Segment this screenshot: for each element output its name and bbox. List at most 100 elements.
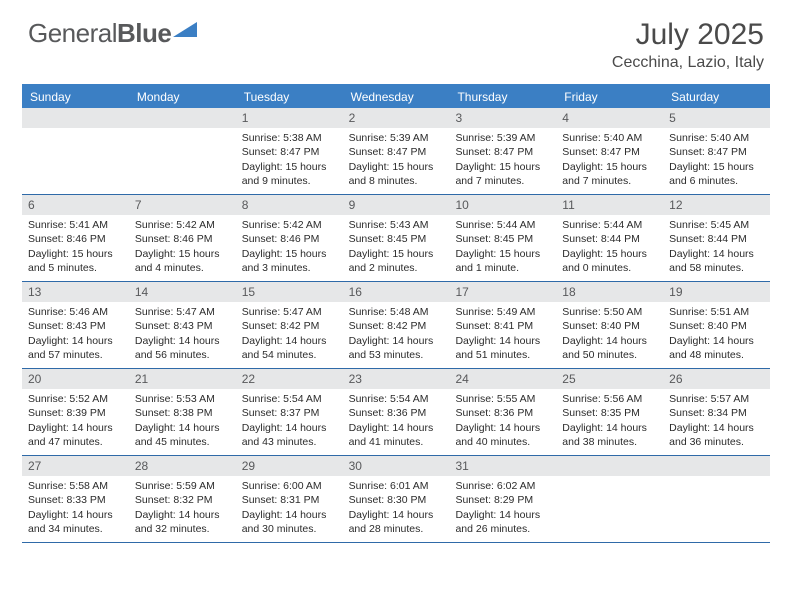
day-cell: 10Sunrise: 5:44 AMSunset: 8:45 PMDayligh…	[449, 195, 556, 281]
day-number: 12	[663, 195, 770, 215]
location: Cecchina, Lazio, Italy	[612, 54, 764, 72]
day-cell: 16Sunrise: 5:48 AMSunset: 8:42 PMDayligh…	[343, 282, 450, 368]
day-details: Sunrise: 5:57 AMSunset: 8:34 PMDaylight:…	[663, 389, 770, 453]
day-number: 30	[343, 456, 450, 476]
day-number: 11	[556, 195, 663, 215]
day-cell: 13Sunrise: 5:46 AMSunset: 8:43 PMDayligh…	[22, 282, 129, 368]
day-details: Sunrise: 5:47 AMSunset: 8:43 PMDaylight:…	[129, 302, 236, 366]
day-number: 15	[236, 282, 343, 302]
day-number: 8	[236, 195, 343, 215]
weekday-friday: Friday	[556, 86, 663, 108]
day-number: 22	[236, 369, 343, 389]
day-number: 9	[343, 195, 450, 215]
day-number: 13	[22, 282, 129, 302]
day-number: 25	[556, 369, 663, 389]
day-cell: 1Sunrise: 5:38 AMSunset: 8:47 PMDaylight…	[236, 108, 343, 194]
day-number: 21	[129, 369, 236, 389]
day-number	[22, 108, 129, 128]
empty-cell	[129, 108, 236, 194]
day-cell: 11Sunrise: 5:44 AMSunset: 8:44 PMDayligh…	[556, 195, 663, 281]
day-details: Sunrise: 5:56 AMSunset: 8:35 PMDaylight:…	[556, 389, 663, 453]
day-details: Sunrise: 5:39 AMSunset: 8:47 PMDaylight:…	[343, 128, 450, 192]
day-details: Sunrise: 5:40 AMSunset: 8:47 PMDaylight:…	[663, 128, 770, 192]
empty-cell	[22, 108, 129, 194]
day-details: Sunrise: 5:55 AMSunset: 8:36 PMDaylight:…	[449, 389, 556, 453]
day-details: Sunrise: 6:02 AMSunset: 8:29 PMDaylight:…	[449, 476, 556, 540]
day-cell: 12Sunrise: 5:45 AMSunset: 8:44 PMDayligh…	[663, 195, 770, 281]
weekday-tuesday: Tuesday	[236, 86, 343, 108]
week-row: 27Sunrise: 5:58 AMSunset: 8:33 PMDayligh…	[22, 456, 770, 543]
day-details: Sunrise: 5:40 AMSunset: 8:47 PMDaylight:…	[556, 128, 663, 192]
week-row: 13Sunrise: 5:46 AMSunset: 8:43 PMDayligh…	[22, 282, 770, 369]
empty-cell	[663, 456, 770, 542]
logo-part1: General	[28, 18, 117, 48]
week-row: 6Sunrise: 5:41 AMSunset: 8:46 PMDaylight…	[22, 195, 770, 282]
day-details: Sunrise: 5:42 AMSunset: 8:46 PMDaylight:…	[129, 215, 236, 279]
day-number: 16	[343, 282, 450, 302]
weekday-sunday: Sunday	[22, 86, 129, 108]
day-cell: 8Sunrise: 5:42 AMSunset: 8:46 PMDaylight…	[236, 195, 343, 281]
day-details: Sunrise: 5:41 AMSunset: 8:46 PMDaylight:…	[22, 215, 129, 279]
logo-text: GeneralBlue	[28, 18, 171, 49]
month-title: July 2025	[612, 18, 764, 52]
day-number: 29	[236, 456, 343, 476]
day-cell: 15Sunrise: 5:47 AMSunset: 8:42 PMDayligh…	[236, 282, 343, 368]
day-cell: 30Sunrise: 6:01 AMSunset: 8:30 PMDayligh…	[343, 456, 450, 542]
week-row: 1Sunrise: 5:38 AMSunset: 8:47 PMDaylight…	[22, 108, 770, 195]
day-number: 10	[449, 195, 556, 215]
day-cell: 14Sunrise: 5:47 AMSunset: 8:43 PMDayligh…	[129, 282, 236, 368]
day-cell: 31Sunrise: 6:02 AMSunset: 8:29 PMDayligh…	[449, 456, 556, 542]
day-details: Sunrise: 5:39 AMSunset: 8:47 PMDaylight:…	[449, 128, 556, 192]
day-number: 6	[22, 195, 129, 215]
day-cell: 27Sunrise: 5:58 AMSunset: 8:33 PMDayligh…	[22, 456, 129, 542]
day-number: 7	[129, 195, 236, 215]
day-cell: 2Sunrise: 5:39 AMSunset: 8:47 PMDaylight…	[343, 108, 450, 194]
day-number: 2	[343, 108, 450, 128]
day-number: 26	[663, 369, 770, 389]
day-cell: 28Sunrise: 5:59 AMSunset: 8:32 PMDayligh…	[129, 456, 236, 542]
day-details: Sunrise: 5:53 AMSunset: 8:38 PMDaylight:…	[129, 389, 236, 453]
day-number	[556, 456, 663, 476]
title-block: July 2025 Cecchina, Lazio, Italy	[612, 18, 764, 72]
weeks-container: 1Sunrise: 5:38 AMSunset: 8:47 PMDaylight…	[22, 108, 770, 543]
day-number: 23	[343, 369, 450, 389]
day-details: Sunrise: 5:42 AMSunset: 8:46 PMDaylight:…	[236, 215, 343, 279]
day-details: Sunrise: 5:46 AMSunset: 8:43 PMDaylight:…	[22, 302, 129, 366]
day-number: 24	[449, 369, 556, 389]
day-cell: 7Sunrise: 5:42 AMSunset: 8:46 PMDaylight…	[129, 195, 236, 281]
day-cell: 20Sunrise: 5:52 AMSunset: 8:39 PMDayligh…	[22, 369, 129, 455]
day-details: Sunrise: 5:51 AMSunset: 8:40 PMDaylight:…	[663, 302, 770, 366]
day-number: 5	[663, 108, 770, 128]
day-cell: 9Sunrise: 5:43 AMSunset: 8:45 PMDaylight…	[343, 195, 450, 281]
day-cell: 25Sunrise: 5:56 AMSunset: 8:35 PMDayligh…	[556, 369, 663, 455]
day-details: Sunrise: 6:01 AMSunset: 8:30 PMDaylight:…	[343, 476, 450, 540]
day-number: 19	[663, 282, 770, 302]
logo-triangle-icon	[173, 20, 199, 45]
week-row: 20Sunrise: 5:52 AMSunset: 8:39 PMDayligh…	[22, 369, 770, 456]
day-number: 17	[449, 282, 556, 302]
day-cell: 23Sunrise: 5:54 AMSunset: 8:36 PMDayligh…	[343, 369, 450, 455]
day-details: Sunrise: 5:52 AMSunset: 8:39 PMDaylight:…	[22, 389, 129, 453]
weekday-saturday: Saturday	[663, 86, 770, 108]
day-number: 31	[449, 456, 556, 476]
day-details: Sunrise: 5:50 AMSunset: 8:40 PMDaylight:…	[556, 302, 663, 366]
day-cell: 3Sunrise: 5:39 AMSunset: 8:47 PMDaylight…	[449, 108, 556, 194]
day-cell: 17Sunrise: 5:49 AMSunset: 8:41 PMDayligh…	[449, 282, 556, 368]
day-number: 3	[449, 108, 556, 128]
day-number: 4	[556, 108, 663, 128]
day-cell: 24Sunrise: 5:55 AMSunset: 8:36 PMDayligh…	[449, 369, 556, 455]
day-cell: 21Sunrise: 5:53 AMSunset: 8:38 PMDayligh…	[129, 369, 236, 455]
day-cell: 6Sunrise: 5:41 AMSunset: 8:46 PMDaylight…	[22, 195, 129, 281]
day-cell: 22Sunrise: 5:54 AMSunset: 8:37 PMDayligh…	[236, 369, 343, 455]
day-details: Sunrise: 5:54 AMSunset: 8:37 PMDaylight:…	[236, 389, 343, 453]
weekday-thursday: Thursday	[449, 86, 556, 108]
day-details: Sunrise: 6:00 AMSunset: 8:31 PMDaylight:…	[236, 476, 343, 540]
day-cell: 18Sunrise: 5:50 AMSunset: 8:40 PMDayligh…	[556, 282, 663, 368]
day-details: Sunrise: 5:48 AMSunset: 8:42 PMDaylight:…	[343, 302, 450, 366]
day-details: Sunrise: 5:43 AMSunset: 8:45 PMDaylight:…	[343, 215, 450, 279]
day-details: Sunrise: 5:59 AMSunset: 8:32 PMDaylight:…	[129, 476, 236, 540]
day-details: Sunrise: 5:38 AMSunset: 8:47 PMDaylight:…	[236, 128, 343, 192]
day-details: Sunrise: 5:49 AMSunset: 8:41 PMDaylight:…	[449, 302, 556, 366]
day-cell: 19Sunrise: 5:51 AMSunset: 8:40 PMDayligh…	[663, 282, 770, 368]
day-details: Sunrise: 5:47 AMSunset: 8:42 PMDaylight:…	[236, 302, 343, 366]
